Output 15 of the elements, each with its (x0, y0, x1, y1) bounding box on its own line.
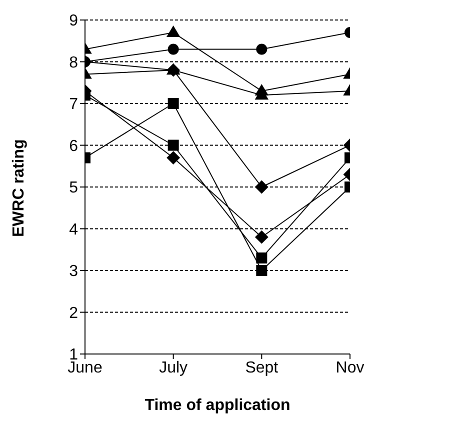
y-tick-label: 5 (69, 180, 78, 197)
y-tick-label: 3 (69, 263, 78, 280)
y-tick-label: 4 (69, 221, 78, 238)
x-tick-label: Nov (336, 359, 364, 376)
x-tick-label: June (68, 359, 102, 376)
point (255, 180, 268, 194)
y-tick-label: 7 (69, 96, 78, 114)
y-tick-label: 9 (69, 12, 78, 30)
x-tick-label: July (159, 359, 188, 376)
x-tick-label: Sept (245, 359, 279, 376)
x-axis-title: Time of application (144, 397, 290, 414)
y-tick-label: 6 (69, 138, 78, 155)
y-axis-title: EWRC rating (10, 139, 28, 237)
y-tick-label: 2 (69, 304, 78, 322)
y-tick-label: 8 (69, 54, 78, 72)
